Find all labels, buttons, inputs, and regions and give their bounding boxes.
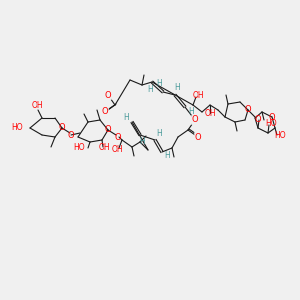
Text: H: H — [156, 80, 162, 88]
Text: OH: OH — [31, 101, 43, 110]
Text: O: O — [195, 133, 201, 142]
Text: H: H — [174, 82, 180, 91]
Text: O: O — [68, 130, 74, 140]
Text: HO: HO — [74, 143, 85, 152]
Text: O: O — [105, 125, 111, 134]
Text: O: O — [269, 112, 275, 122]
Text: O: O — [255, 116, 261, 124]
Text: O: O — [102, 107, 108, 116]
Text: HO: HO — [11, 124, 23, 133]
Text: OH: OH — [192, 92, 204, 100]
Text: O: O — [195, 133, 201, 142]
Text: H: H — [156, 130, 162, 139]
Text: H: H — [188, 106, 194, 116]
Text: H: H — [123, 113, 129, 122]
Text: HO: HO — [265, 118, 277, 127]
Text: O: O — [192, 116, 198, 124]
Text: O: O — [59, 124, 65, 133]
Text: OH: OH — [204, 110, 216, 118]
Text: O: O — [192, 116, 198, 124]
Text: HO: HO — [274, 131, 286, 140]
Text: H: H — [147, 85, 153, 94]
Text: O: O — [245, 106, 251, 115]
Text: OH: OH — [111, 145, 123, 154]
Text: O: O — [115, 133, 121, 142]
Text: OH: OH — [98, 143, 110, 152]
Text: O: O — [102, 107, 108, 116]
Text: O: O — [105, 91, 111, 100]
Text: H: H — [139, 137, 145, 146]
Text: H: H — [164, 152, 170, 160]
Text: O: O — [105, 91, 111, 100]
